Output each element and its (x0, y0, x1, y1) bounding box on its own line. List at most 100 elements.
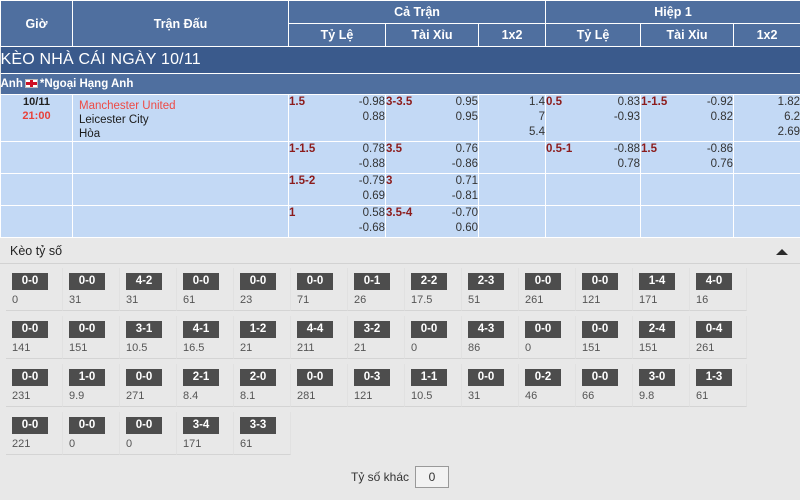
score-cell[interactable]: 0-0 281 (291, 364, 348, 407)
score-cell[interactable]: 3-3 61 (234, 412, 291, 455)
score-badge: 2-0 (240, 369, 276, 386)
score-cell[interactable]: 3-4 171 (177, 412, 234, 455)
score-odds-value: 0 (525, 342, 532, 354)
score-cell[interactable]: 0-0 0 (120, 412, 177, 455)
odds-key: 0.5-1 (546, 143, 573, 155)
score-cell[interactable]: 0-0 261 (519, 268, 576, 311)
score-badge: 0-3 (354, 369, 390, 386)
match-teams-cell[interactable]: Manchester United Leicester City Hòa (72, 94, 289, 142)
score-cell[interactable]: 4-3 86 (462, 316, 519, 359)
score-cell[interactable]: 0-0 0 (519, 316, 576, 359)
score-odds-value: 9.8 (639, 390, 655, 402)
score-cell[interactable]: 1-3 61 (690, 364, 747, 407)
odds-half-overunder[interactable]: 1-1.5 -0.92 0.82 (640, 94, 735, 142)
table-row[interactable]: 10/11 21:00 Manchester United Leicester … (0, 94, 800, 142)
odds-full-handicap[interactable]: 1 0.58 -0.68 (288, 205, 386, 238)
score-cell[interactable]: 0-0 141 (6, 316, 63, 359)
score-cell[interactable]: 1-1 10.5 (405, 364, 462, 407)
score-cell[interactable]: 3-0 9.8 (633, 364, 690, 407)
table-row[interactable]: 1-1.5 0.78 -0.88 3.5 0.76 -0.86 0.5-1 -0… (0, 141, 800, 174)
odds-value-bottom: -0.93 (613, 111, 641, 123)
match-time-cell-empty (0, 141, 73, 174)
score-badge: 2-1 (183, 369, 219, 386)
score-cell[interactable]: 0-0 0 (63, 412, 120, 455)
score-cell[interactable]: 3-2 21 (348, 316, 405, 359)
odds-value-bottom: 0.88 (362, 111, 385, 123)
odds-full-handicap[interactable]: 1.5-2 -0.79 0.69 (288, 173, 386, 206)
score-cell[interactable]: 2-0 8.1 (234, 364, 291, 407)
odds-half-handicap[interactable]: 0.5 0.83 -0.93 (545, 94, 642, 142)
odds-full-overunder[interactable]: 3-3.5 0.95 0.95 (385, 94, 479, 142)
score-badge: 0-0 (297, 273, 333, 290)
score-badge: 4-1 (183, 321, 219, 338)
chevron-up-icon[interactable] (776, 249, 788, 255)
score-badge: 0-0 (69, 417, 105, 434)
score-cell[interactable]: 4-0 16 (690, 268, 747, 311)
match-teams-cell-empty (72, 173, 289, 206)
score-cell[interactable]: 0-0 271 (120, 364, 177, 407)
score-cell[interactable]: 1-0 9.9 (63, 364, 120, 407)
odds-half-handicap[interactable]: 0.5-1 -0.88 0.78 (545, 141, 642, 174)
odds-key: 0.5 (546, 96, 563, 108)
other-score-value[interactable]: 0 (415, 466, 450, 488)
odds-1x2-away: 2.69 (777, 126, 800, 138)
score-cell[interactable]: 2-2 17.5 (405, 268, 462, 311)
score-cell[interactable]: 3-1 10.5 (120, 316, 177, 359)
match-time-cell-empty (0, 173, 73, 206)
score-cell[interactable]: 2-1 8.4 (177, 364, 234, 407)
odds-half-overunder[interactable]: 1.5 -0.86 0.76 (640, 141, 735, 174)
odds-full-overunder[interactable]: 3 0.71 -0.81 (385, 173, 479, 206)
table-header-sub-row: Tỷ Lệ Tài Xỉu 1x2 Tỷ Lệ Tài Xỉu 1x2 (1, 23, 800, 47)
score-cell[interactable]: 0-0 221 (6, 412, 63, 455)
odds-value-top: 0.83 (617, 96, 641, 108)
score-cell[interactable]: 0-0 121 (576, 268, 633, 311)
score-cell[interactable]: 0-0 0 (6, 268, 63, 311)
score-cell[interactable]: 0-3 121 (348, 364, 405, 407)
score-cell[interactable]: 0-0 31 (462, 364, 519, 407)
score-odds-value: 66 (582, 390, 595, 402)
table-row[interactable]: 1.5-2 -0.79 0.69 3 0.71 -0.81 (0, 173, 800, 206)
table-row[interactable]: 1 0.58 -0.68 3.5-4 -0.70 0.60 (0, 205, 800, 238)
score-cell[interactable]: 0-0 23 (234, 268, 291, 311)
odds-full-1x2[interactable]: 1.4 7 5.4 (477, 94, 547, 142)
score-cell[interactable]: 0-0 71 (291, 268, 348, 311)
score-cell[interactable]: 2-3 51 (462, 268, 519, 311)
score-badge: 0-0 (525, 321, 561, 338)
odds-value-top: -0.98 (358, 96, 385, 108)
score-cell[interactable]: 0-0 66 (576, 364, 633, 407)
score-cell[interactable]: 0-1 26 (348, 268, 405, 311)
league-header[interactable]: Anh *Ngoại Hạng Anh (0, 73, 800, 95)
score-cell[interactable]: 0-0 151 (576, 316, 633, 359)
score-odds-value: 16.5 (183, 342, 205, 354)
score-cell[interactable]: 0-0 0 (405, 316, 462, 359)
score-cell[interactable]: 0-0 61 (177, 268, 234, 311)
score-cell[interactable]: 0-4 261 (690, 316, 747, 359)
score-cell[interactable]: 1-4 171 (633, 268, 690, 311)
odds-half-1x2-empty (733, 205, 800, 238)
score-odds-value: 26 (354, 294, 367, 306)
score-cell[interactable]: 0-0 31 (63, 268, 120, 311)
odds-full-overunder[interactable]: 3.5 0.76 -0.86 (385, 141, 479, 174)
score-cell[interactable]: 4-2 31 (120, 268, 177, 311)
score-cell[interactable]: 0-0 231 (6, 364, 63, 407)
odds-half-1x2[interactable]: 1.82 6.2 2.69 (733, 94, 800, 142)
odds-full-1x2 (477, 205, 547, 238)
score-cell[interactable]: 0-2 46 (519, 364, 576, 407)
score-cell[interactable]: 4-1 16.5 (177, 316, 234, 359)
odds-full-overunder[interactable]: 3.5-4 -0.70 0.60 (385, 205, 479, 238)
score-cell[interactable]: 4-4 211 (291, 316, 348, 359)
score-cell[interactable]: 1-2 21 (234, 316, 291, 359)
score-odds-value: 0 (411, 342, 418, 354)
score-badge: 0-0 (582, 369, 618, 386)
odds-full-handicap[interactable]: 1.5 -0.98 0.88 (288, 94, 386, 142)
match-time-cell: 10/11 21:00 (0, 94, 73, 142)
score-odds-value: 261 (525, 294, 544, 306)
correct-score-header[interactable]: Kèo tỷ số (0, 238, 800, 264)
score-cell[interactable]: 0-0 151 (63, 316, 120, 359)
odds-full-handicap[interactable]: 1-1.5 0.78 -0.88 (288, 141, 386, 174)
score-odds-value: 211 (297, 342, 315, 354)
table-header-group-row: Giờ Trận Đấu Cả Trận Hiệp 1 (0, 0, 800, 47)
score-cell[interactable]: 2-4 151 (633, 316, 690, 359)
odds-full-1x2 (477, 173, 547, 206)
league-country: Anh (0, 78, 23, 90)
